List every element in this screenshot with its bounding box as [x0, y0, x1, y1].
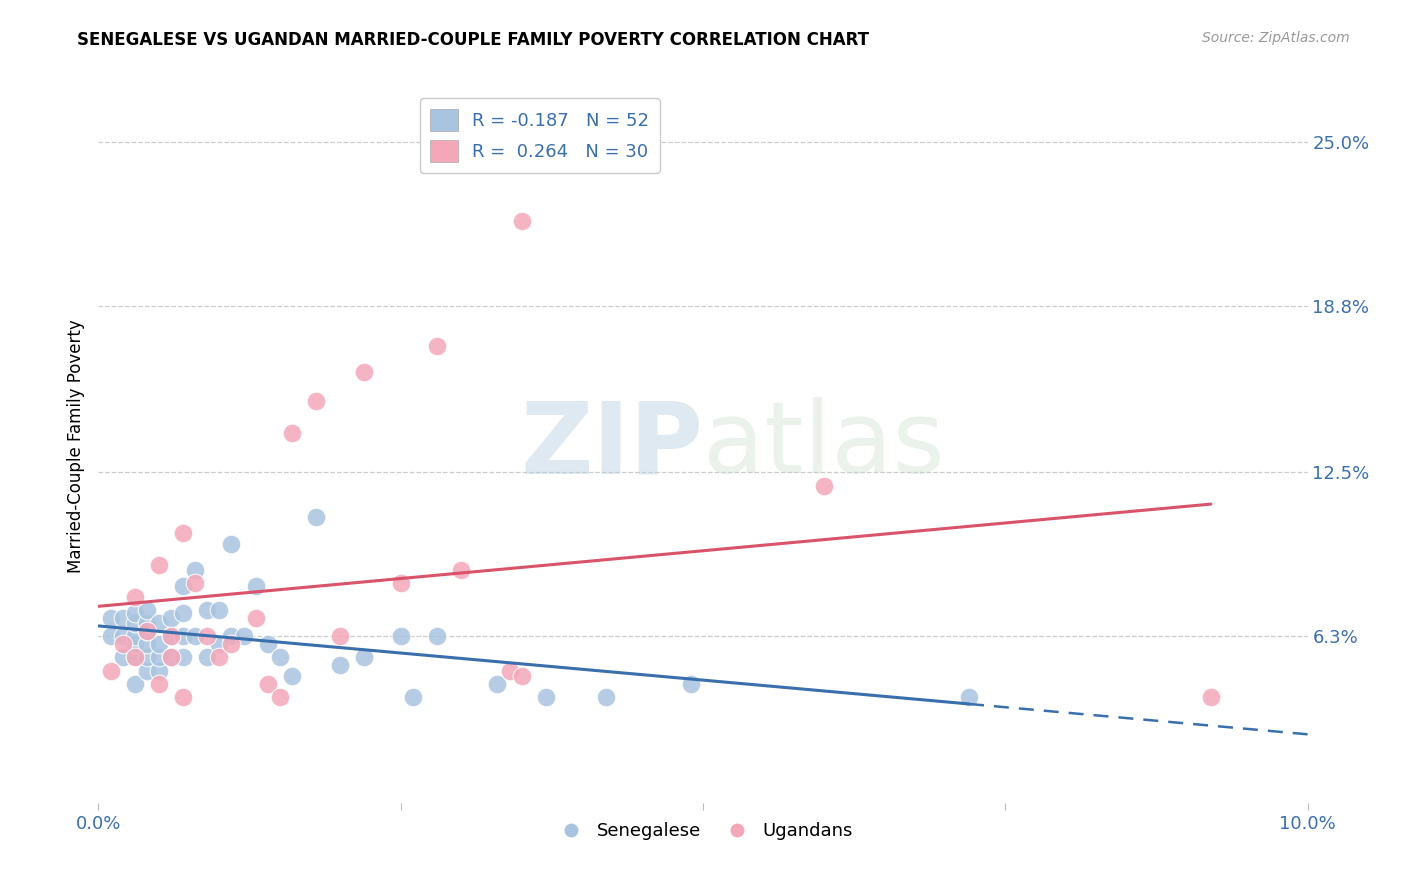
Point	[111, 650, 134, 665]
Legend: Senegalese, Ugandans: Senegalese, Ugandans	[546, 815, 860, 847]
Point	[148, 637, 170, 651]
Point	[245, 579, 267, 593]
Point	[124, 590, 146, 604]
Point	[100, 611, 122, 625]
Point	[221, 629, 243, 643]
Point	[124, 650, 146, 665]
Point	[329, 629, 352, 643]
Point	[184, 629, 207, 643]
Point	[172, 650, 194, 665]
Point	[498, 664, 520, 678]
Point	[256, 677, 278, 691]
Point	[221, 537, 243, 551]
Text: Source: ZipAtlas.com: Source: ZipAtlas.com	[1202, 31, 1350, 45]
Point	[510, 669, 533, 683]
Point	[1199, 690, 1222, 704]
Point	[595, 690, 617, 704]
Point	[172, 690, 194, 704]
Point	[135, 664, 157, 678]
Point	[329, 658, 352, 673]
Point	[208, 603, 231, 617]
Point	[124, 606, 146, 620]
Point	[135, 624, 157, 638]
Point	[111, 629, 134, 643]
Point	[160, 611, 183, 625]
Point	[679, 677, 702, 691]
Point	[148, 616, 170, 631]
Point	[124, 616, 146, 631]
Point	[281, 425, 304, 440]
Point	[353, 650, 375, 665]
Point	[172, 629, 194, 643]
Point	[353, 365, 375, 379]
Point	[148, 650, 170, 665]
Point	[148, 677, 170, 691]
Point	[100, 664, 122, 678]
Point	[135, 624, 157, 638]
Point	[232, 629, 254, 643]
Point	[486, 677, 509, 691]
Point	[172, 606, 194, 620]
Point	[305, 394, 328, 409]
Point	[160, 650, 183, 665]
Point	[148, 558, 170, 572]
Point	[184, 563, 207, 577]
Point	[221, 637, 243, 651]
Point	[208, 637, 231, 651]
Point	[510, 214, 533, 228]
Point	[389, 576, 412, 591]
Point	[957, 690, 980, 704]
Point	[100, 629, 122, 643]
Point	[426, 629, 449, 643]
Point	[184, 576, 207, 591]
Point	[172, 526, 194, 541]
Point	[208, 650, 231, 665]
Point	[124, 650, 146, 665]
Text: ZIP: ZIP	[520, 398, 703, 494]
Point	[534, 690, 557, 704]
Point	[402, 690, 425, 704]
Point	[124, 629, 146, 643]
Point	[450, 563, 472, 577]
Point	[389, 629, 412, 643]
Point	[124, 637, 146, 651]
Point	[195, 629, 218, 643]
Point	[111, 611, 134, 625]
Point	[172, 579, 194, 593]
Text: atlas: atlas	[703, 398, 945, 494]
Point	[269, 650, 291, 665]
Point	[111, 637, 134, 651]
Point	[195, 603, 218, 617]
Point	[269, 690, 291, 704]
Text: SENEGALESE VS UGANDAN MARRIED-COUPLE FAMILY POVERTY CORRELATION CHART: SENEGALESE VS UGANDAN MARRIED-COUPLE FAM…	[77, 31, 869, 49]
Point	[245, 611, 267, 625]
Point	[148, 664, 170, 678]
Point	[195, 650, 218, 665]
Point	[426, 338, 449, 352]
Point	[124, 677, 146, 691]
Point	[135, 650, 157, 665]
Point	[160, 650, 183, 665]
Point	[135, 603, 157, 617]
Y-axis label: Married-Couple Family Poverty: Married-Couple Family Poverty	[66, 319, 84, 573]
Point	[135, 616, 157, 631]
Point	[135, 637, 157, 651]
Point	[813, 478, 835, 492]
Point	[160, 629, 183, 643]
Point	[256, 637, 278, 651]
Point	[160, 629, 183, 643]
Point	[281, 669, 304, 683]
Point	[305, 510, 328, 524]
